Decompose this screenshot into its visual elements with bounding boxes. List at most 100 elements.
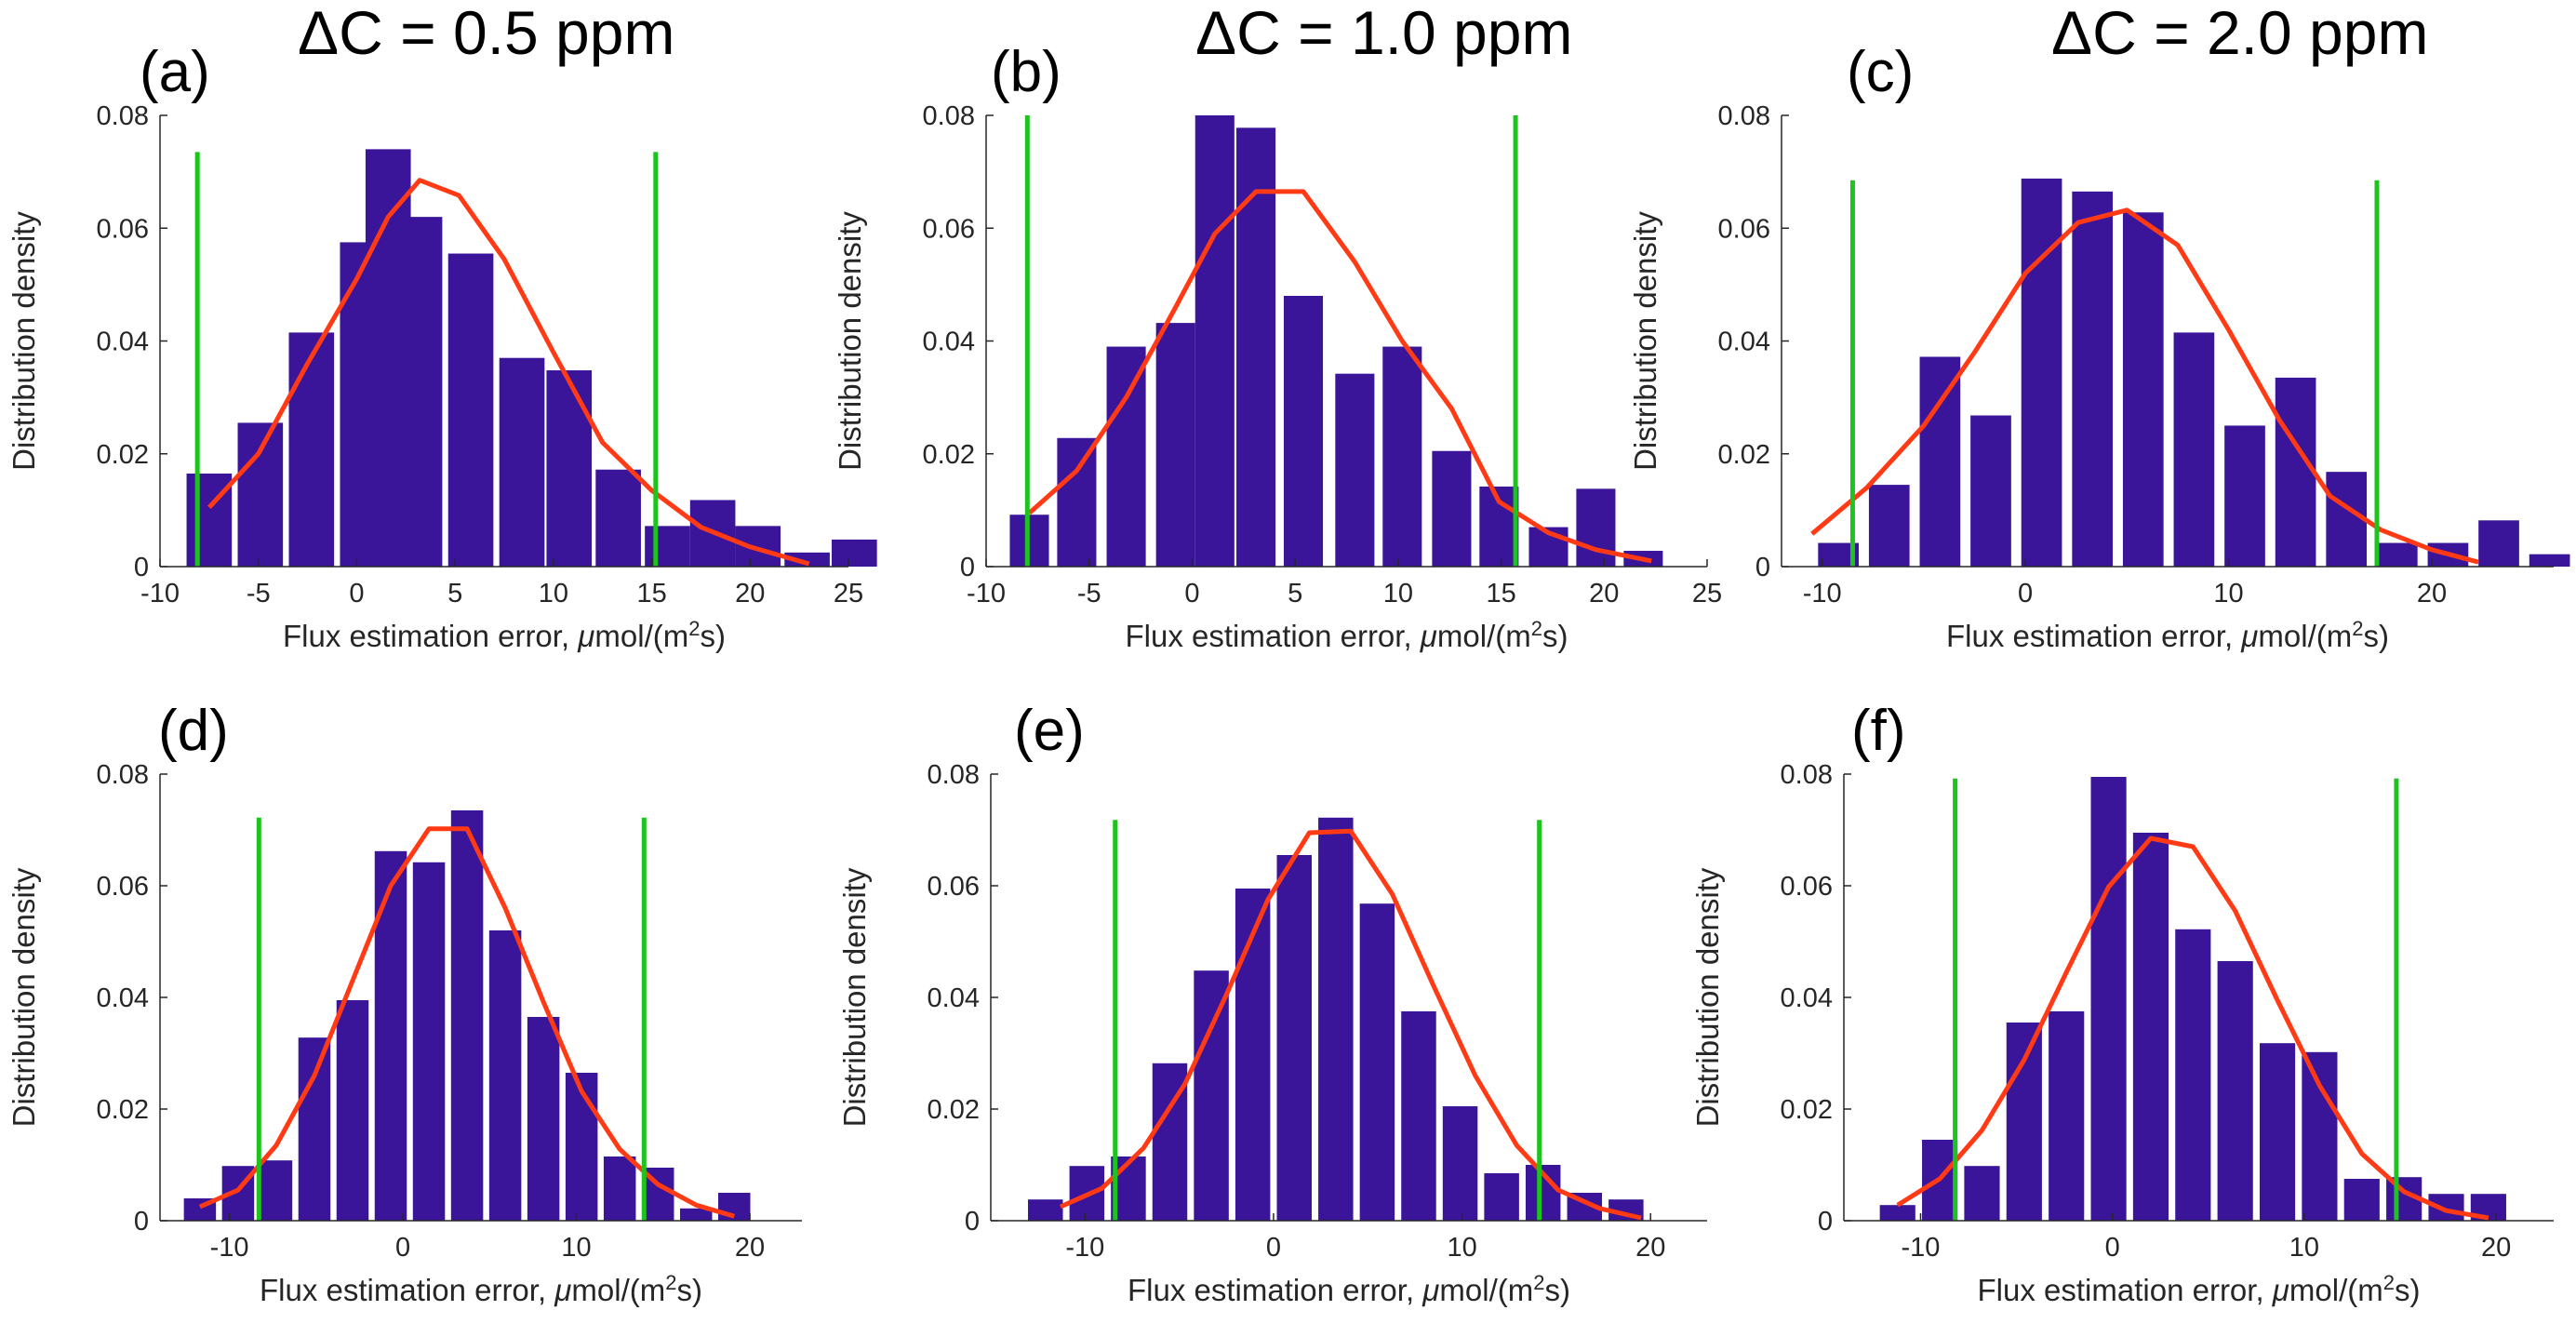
histogram-bar bbox=[288, 332, 335, 567]
x-tick-label: -10 bbox=[210, 1233, 249, 1263]
y-tick-label: 0 bbox=[960, 553, 975, 582]
y-tick-label: 0 bbox=[1818, 1207, 1833, 1237]
histogram-bar bbox=[679, 1208, 713, 1221]
x-axis-label-part: 2 bbox=[1533, 1271, 1544, 1294]
x-tick-label: 10 bbox=[1383, 579, 1413, 608]
histogram-bar bbox=[2376, 542, 2418, 567]
histogram-bar bbox=[1970, 415, 2011, 567]
panel-label: (a) bbox=[140, 40, 210, 104]
x-tick-label: 10 bbox=[1447, 1233, 1476, 1263]
y-tick-label: 0.08 bbox=[1718, 101, 1770, 131]
histogram-bar bbox=[565, 1073, 598, 1221]
histogram-bar bbox=[2343, 1179, 2380, 1221]
x-tick-label: -10 bbox=[1902, 1233, 1941, 1263]
x-tick-label: -10 bbox=[967, 579, 1006, 608]
x-axis-label: Flux estimation error, μmol/(m2s) bbox=[1128, 1271, 1570, 1308]
histogram-bar bbox=[1382, 346, 1422, 567]
x-tick-label: 5 bbox=[447, 579, 462, 608]
x-tick-label: 10 bbox=[2289, 1233, 2319, 1263]
panel-label: (f) bbox=[1851, 699, 1906, 763]
histogram-bar bbox=[1283, 296, 1324, 567]
panel-label: (d) bbox=[158, 699, 229, 763]
x-tick-label: 20 bbox=[1635, 1233, 1665, 1263]
histogram-bar bbox=[499, 357, 545, 567]
x-axis-label-part: s) bbox=[1544, 1273, 1570, 1307]
y-tick-label: 0 bbox=[965, 1207, 980, 1237]
histogram-bar bbox=[2217, 961, 2253, 1221]
histogram-bar bbox=[546, 370, 593, 567]
x-axis-label-part: μ bbox=[554, 1273, 571, 1307]
histogram-bar bbox=[488, 930, 522, 1221]
x-tick-label: 20 bbox=[2417, 579, 2447, 608]
panel-label: (e) bbox=[1014, 699, 1085, 763]
x-tick-label: 5 bbox=[1288, 579, 1302, 608]
x-axis-label: Flux estimation error, μmol/(m2s) bbox=[1946, 617, 2389, 654]
histogram-bar bbox=[1919, 356, 1961, 567]
histogram-bar bbox=[237, 422, 284, 567]
histogram-bar bbox=[832, 539, 877, 567]
histogram-bar bbox=[412, 862, 446, 1221]
y-tick-label: 0.04 bbox=[928, 983, 980, 1013]
x-axis-label-part: mol/(m bbox=[594, 619, 688, 653]
panel-c: (c) -10 0 10 20 0 0.02 0.04 0.06 0.08 Flux estimat… bbox=[1628, 40, 2570, 654]
histogram-bar bbox=[718, 1193, 751, 1221]
x-axis-label-part: mol/(m bbox=[1439, 1273, 1533, 1307]
histogram-bar bbox=[2021, 178, 2062, 567]
x-axis-label-part: s) bbox=[676, 1273, 702, 1307]
y-tick-label: 0 bbox=[134, 1207, 149, 1237]
panel-label: (b) bbox=[991, 40, 1061, 104]
x-axis-label-part: μ bbox=[1420, 619, 1437, 653]
x-tick-label: 25 bbox=[1692, 579, 1722, 608]
histogram-bar bbox=[2224, 425, 2265, 567]
y-axis-label: Distribution density bbox=[1690, 867, 1725, 1127]
panel-a: (a) -10 -5 0 5 10 15 20 25 0 0.02 0.04 0.06 0.08 Flux … bbox=[7, 40, 877, 653]
y-tick-label: 0.04 bbox=[1718, 328, 1770, 357]
y-tick-label: 0.02 bbox=[1718, 440, 1770, 470]
x-tick-label: 20 bbox=[2481, 1233, 2511, 1263]
y-tick-label: 0.08 bbox=[1781, 760, 1833, 790]
x-axis-label-part: s) bbox=[700, 619, 726, 653]
x-tick-label: 20 bbox=[735, 579, 765, 608]
histogram-bar bbox=[2122, 212, 2164, 567]
histogram-bar bbox=[1879, 1205, 1915, 1221]
histogram-bar bbox=[1432, 450, 1472, 567]
x-axis-label-part: mol/(m bbox=[2258, 619, 2352, 653]
x-axis-label-part: 2 bbox=[688, 617, 700, 640]
histogram-bar bbox=[1868, 485, 1910, 567]
x-tick-label: 0 bbox=[349, 579, 364, 608]
y-tick-label: 0.04 bbox=[97, 983, 149, 1013]
y-tick-label: 0.06 bbox=[1718, 214, 1770, 244]
y-tick-label: 0.06 bbox=[97, 214, 149, 244]
x-axis-label-part: mol/(m bbox=[1437, 619, 1531, 653]
x-axis-label: Flux estimation error, μmol/(m2s) bbox=[1126, 617, 1568, 654]
histogram-bar bbox=[336, 1000, 369, 1221]
histogram-bar bbox=[2302, 1051, 2338, 1221]
y-tick-label: 0.02 bbox=[97, 440, 149, 470]
x-tick-label: 0 bbox=[2105, 1233, 2120, 1263]
x-tick-label: -10 bbox=[1803, 579, 1842, 608]
histogram-bar bbox=[447, 253, 494, 567]
histogram-bar bbox=[527, 1017, 560, 1221]
y-tick-label: 0.06 bbox=[97, 872, 149, 902]
y-tick-label: 0.02 bbox=[923, 440, 975, 470]
x-tick-label: 25 bbox=[834, 579, 863, 608]
histogram-bar bbox=[2006, 1023, 2042, 1221]
histogram-bar bbox=[1236, 127, 1276, 567]
x-axis-label-part: 2 bbox=[2383, 1271, 2395, 1294]
x-tick-label: -10 bbox=[140, 579, 180, 608]
histogram-bar bbox=[1194, 970, 1229, 1221]
y-tick-label: 0 bbox=[1755, 553, 1770, 582]
x-axis-label-part: μ bbox=[2272, 1273, 2289, 1307]
y-tick-label: 0.06 bbox=[923, 214, 975, 244]
x-tick-label: 20 bbox=[1589, 579, 1619, 608]
fit-curve bbox=[1059, 828, 1642, 1221]
histogram-bar bbox=[374, 850, 407, 1221]
y-tick-label: 0.02 bbox=[928, 1095, 980, 1125]
x-axis-label: Flux estimation error, μmol/(m2s) bbox=[1978, 1271, 2421, 1308]
x-tick-label: 0 bbox=[1266, 1233, 1281, 1263]
histogram-bar bbox=[1318, 817, 1354, 1221]
y-tick-label: 0.06 bbox=[928, 872, 980, 902]
histogram-bar bbox=[2529, 554, 2570, 567]
x-axis-label-part: Flux estimation error, bbox=[260, 1273, 554, 1307]
